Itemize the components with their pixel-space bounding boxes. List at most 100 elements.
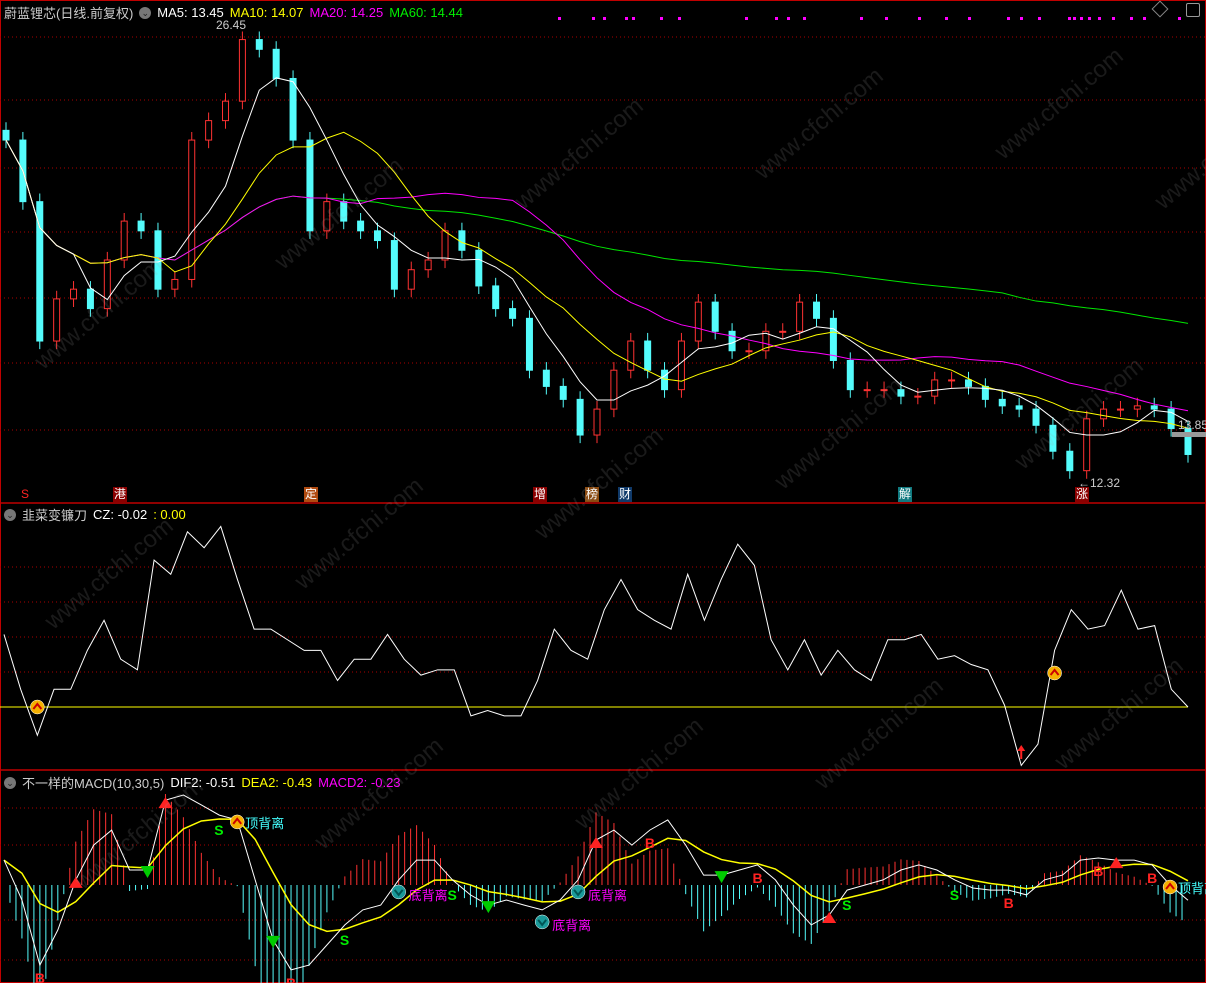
candle-body	[661, 369, 669, 391]
low-price-label: ←12.32	[1078, 476, 1121, 490]
ma5-line	[5, 77, 1189, 436]
candle-body	[1133, 405, 1141, 410]
bottom-divergence-icon-chevron	[393, 889, 404, 897]
red-triangle-icon	[158, 797, 173, 809]
candle-body	[576, 398, 584, 436]
candle-body	[53, 298, 61, 342]
dea2-value: DEA2: -0.43	[241, 775, 313, 790]
candle-body	[779, 330, 787, 333]
candle-body	[475, 249, 483, 287]
signal-dot	[885, 17, 888, 20]
top-divergence-icon-chevron	[1165, 882, 1175, 890]
up-arrow-icon	[1017, 745, 1026, 759]
candle-body	[829, 317, 837, 361]
signal-dot	[918, 17, 921, 20]
signal-dot	[1112, 17, 1115, 20]
indicator2-title: 不一样的MACD(10,30,5)	[22, 776, 165, 791]
ma20-value: MA20: 14.25	[309, 5, 384, 20]
buy-signal-icon	[1047, 665, 1062, 681]
buy-b-marker: B	[1093, 863, 1103, 879]
top-divergence-icon	[1162, 879, 1178, 895]
candle-body	[1032, 408, 1040, 426]
dropdown-chevron-icon[interactable]: ⌄	[4, 508, 16, 521]
candle-body	[238, 39, 246, 102]
green-triangle-icon	[481, 901, 496, 914]
event-tag[interactable]: S	[21, 487, 30, 501]
candle-body	[441, 230, 449, 261]
green-triangle-icon	[266, 935, 281, 948]
candle-body	[357, 220, 365, 232]
cz-line	[3, 525, 1189, 767]
red-triangle-icon	[822, 912, 837, 923]
candle-body	[205, 120, 213, 141]
event-tag[interactable]: 财	[618, 487, 633, 502]
signal-dot	[1068, 17, 1071, 20]
signal-dot	[1143, 17, 1146, 20]
ma20-line	[5, 139, 1189, 412]
candle-body	[340, 201, 348, 222]
signal-dot	[1098, 17, 1101, 20]
candle-body	[542, 369, 550, 387]
candle-body	[914, 395, 922, 398]
price-panel-header: 蔚蓝锂芯(日线.前复权) ⌄ MA5: 13.45 MA10: 14.07 MA…	[4, 3, 463, 22]
signal-dot	[775, 17, 778, 20]
bottom-divergence-icon	[570, 884, 586, 900]
candle-body	[948, 379, 956, 382]
buy-signal-icon-circle	[1047, 665, 1062, 681]
event-tag[interactable]: 涨	[1075, 487, 1090, 502]
top-divergence-icon-circle	[1162, 879, 1178, 895]
dea2-line	[3, 818, 1189, 933]
signal-dot	[803, 17, 806, 20]
candle-body	[306, 139, 314, 232]
panel-toggle-icon[interactable]	[1186, 3, 1200, 17]
buy-signal-icon-circle	[30, 699, 45, 715]
candle-body	[694, 301, 702, 342]
signal-dot	[558, 17, 561, 20]
dropdown-chevron-icon[interactable]: ⌄	[4, 776, 16, 789]
ma60-value: MA60: 14.44	[389, 5, 463, 20]
right-price-label: 13.85	[1178, 418, 1206, 432]
event-tag[interactable]: 港	[113, 487, 128, 502]
red-triangle-icon	[68, 876, 83, 888]
candle-body	[424, 259, 432, 271]
candle-body	[492, 285, 500, 310]
candle-body	[70, 288, 78, 300]
indicator2-header: ⌄ 不一样的MACD(10,30,5) DIF2: -0.51 DEA2: -0…	[4, 773, 401, 792]
buy-b-marker: B	[752, 870, 762, 886]
bottom-divergence-label: 底背离	[588, 888, 627, 903]
candle-body	[525, 317, 533, 371]
candle-body	[1066, 450, 1074, 472]
indicator1-title: 韭菜变镰刀	[22, 508, 88, 523]
candle-body	[171, 278, 179, 290]
bottom-divergence-label: 底背离	[552, 918, 591, 933]
top-divergence-icon-circle	[229, 814, 245, 830]
event-tag[interactable]: 增	[533, 487, 548, 502]
candle-body	[188, 139, 196, 280]
candle-body	[728, 330, 736, 352]
buy-b-marker: B	[1147, 870, 1157, 886]
candle-body	[120, 220, 128, 261]
event-tag[interactable]: 解	[898, 487, 913, 502]
sell-s-marker: S	[842, 897, 851, 913]
candle-body	[1100, 408, 1108, 420]
candle-body	[677, 340, 685, 391]
signal-dot	[787, 17, 790, 20]
candle-body	[897, 389, 905, 397]
signal-dot	[1038, 17, 1041, 20]
indicator1-header: ⌄ 韭菜变镰刀 CZ: -0.02 : 0.00	[4, 505, 186, 524]
event-tag[interactable]: 榜	[585, 487, 600, 502]
dropdown-chevron-icon[interactable]: ⌄	[139, 6, 152, 19]
candle-body	[103, 259, 111, 310]
candle-body	[1116, 408, 1124, 411]
signal-dot	[1080, 17, 1083, 20]
buy-signal-icon-chevron	[32, 702, 43, 710]
signal-dot	[1088, 17, 1091, 20]
candle-body	[846, 359, 854, 391]
event-tag[interactable]: 定	[304, 487, 319, 502]
macd2-value: MACD2: -0.23	[318, 775, 401, 790]
green-triangle-icon	[140, 866, 155, 878]
ma5-value: MA5: 13.45	[157, 5, 224, 20]
buy-b-marker: B	[1004, 895, 1014, 911]
